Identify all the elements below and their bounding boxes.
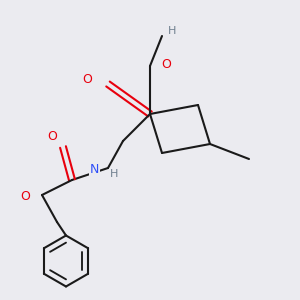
Text: H: H [168,26,177,37]
Text: O: O [21,190,30,203]
Text: O: O [162,58,171,71]
Text: H: H [110,169,118,179]
Text: O: O [82,73,92,86]
Text: O: O [48,130,57,143]
Text: N: N [90,163,99,176]
